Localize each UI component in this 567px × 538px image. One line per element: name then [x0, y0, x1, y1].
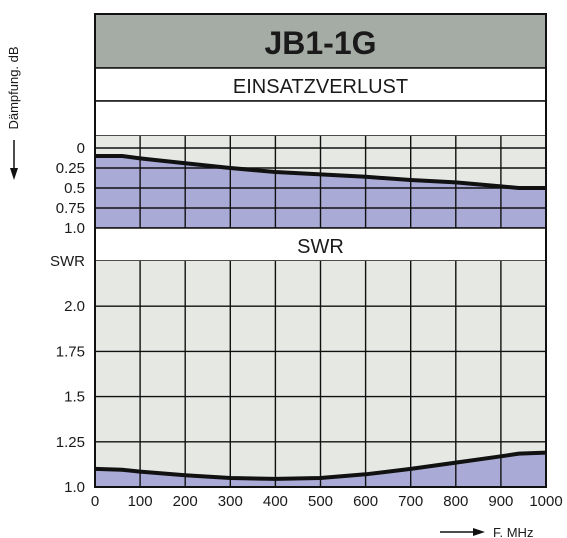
swr-y-tick-label: 1.25 [56, 434, 85, 451]
x-tick-label: 500 [308, 493, 333, 510]
loss-curve [95, 154, 546, 190]
x-tick-label: 700 [398, 493, 423, 510]
swr-band-title: SWR [297, 236, 344, 258]
x-tick-label: 1000 [529, 493, 562, 510]
loss-y-tick-label: 0 [77, 140, 85, 157]
x-tick-label: 900 [488, 493, 513, 510]
chart-subtitle: EINSATZVERLUST [233, 76, 408, 98]
chart-title-bar [94, 13, 547, 69]
y-axis-arrow [10, 140, 18, 180]
y-axis-label: Dämpfung. dB [6, 46, 21, 129]
x-tick-label: 400 [263, 493, 288, 510]
subtitle-bar [94, 67, 547, 102]
swr-y-tick-label: 1.75 [56, 343, 85, 360]
swr-y-tick-label: 1.0 [64, 479, 85, 496]
loss-y-tick-labels: 0 0.25 0.5 0.75 1.0 [56, 140, 85, 237]
x-tick-labels: 0 100 200 300 400 500 600 700 800 900 1000 [91, 493, 563, 510]
chart-frame [94, 13, 547, 488]
x-tick-label: 0 [91, 493, 99, 510]
swr-curve [94, 450, 547, 481]
loss-y-tick-label: 0.75 [56, 200, 85, 217]
x-axis-arrow [440, 528, 485, 536]
x-tick-label: 100 [128, 493, 153, 510]
spacer-row [94, 100, 547, 137]
x-tick-label: 300 [218, 493, 243, 510]
loss-y-tick-label: 0.5 [64, 180, 85, 197]
x-axis-label: F. MHz [493, 525, 533, 538]
loss-y-tick-label: 1.0 [64, 220, 85, 237]
x-tick-label: 200 [173, 493, 198, 510]
x-tick-label: 800 [443, 493, 468, 510]
swr-y-tick-label: 2.0 [64, 298, 85, 315]
swr-y-tick-label: 1.5 [64, 389, 85, 406]
swr-y-label: SWR [50, 253, 85, 270]
x-tick-label: 600 [353, 493, 378, 510]
swr-y-tick-labels: 1.0 1.25 1.5 1.75 2.0 [56, 298, 85, 496]
chart-title: JB1-1G [264, 25, 376, 61]
loss-y-tick-label: 0.25 [56, 160, 85, 177]
swr-plot [94, 261, 547, 488]
insertion-loss-plot [94, 136, 547, 229]
